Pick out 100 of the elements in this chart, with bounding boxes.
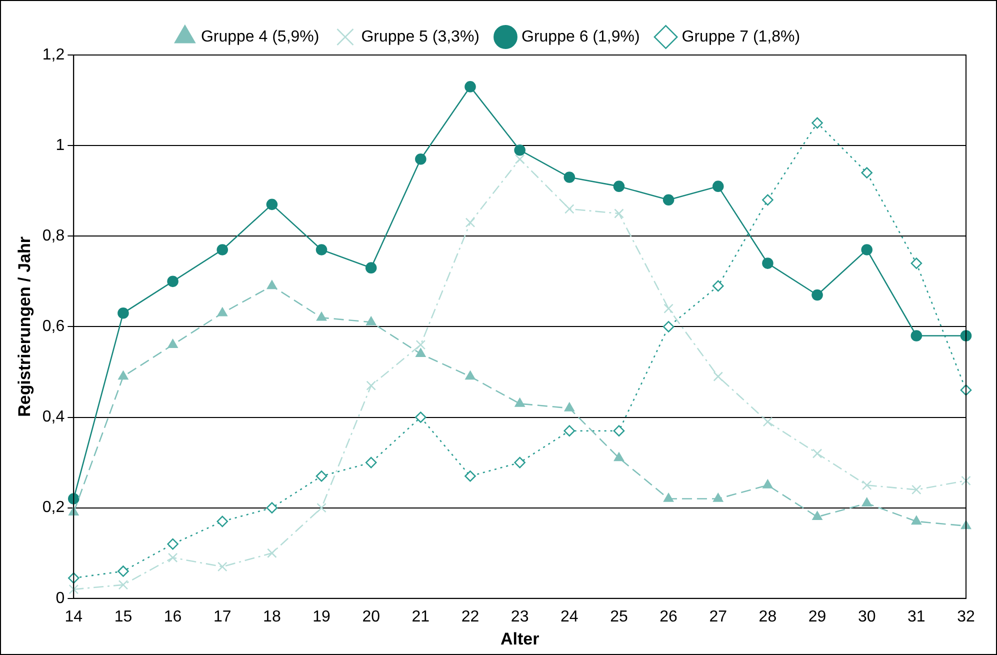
point — [812, 448, 822, 458]
point — [862, 498, 872, 506]
point — [465, 218, 476, 228]
y-tick-label: 0 — [56, 590, 65, 607]
point — [614, 452, 624, 462]
point — [216, 516, 228, 528]
point — [266, 280, 277, 290]
point — [713, 493, 724, 502]
point — [366, 316, 376, 326]
point — [961, 476, 971, 486]
legend-label: Gruppe 7 (1,8%) — [682, 28, 800, 46]
point — [415, 154, 426, 165]
point — [713, 372, 724, 382]
point — [960, 330, 972, 342]
point — [514, 398, 525, 407]
point — [762, 480, 773, 488]
point — [217, 562, 228, 572]
point — [664, 304, 674, 314]
point — [118, 307, 129, 319]
x-tick-label: 27 — [709, 608, 728, 626]
point — [514, 154, 525, 164]
x-tick-label: 19 — [312, 608, 331, 626]
x-tick-label: 26 — [660, 608, 678, 626]
point — [316, 312, 326, 321]
x-tick-label: 16 — [164, 608, 182, 626]
y-tick-label: 1,2 — [42, 46, 65, 64]
point — [316, 244, 328, 256]
point — [365, 262, 377, 274]
point — [168, 339, 178, 348]
point — [664, 493, 674, 502]
point — [564, 172, 576, 183]
point — [465, 370, 476, 380]
point — [514, 456, 526, 468]
y-tick-label: 0,8 — [42, 228, 65, 245]
point — [366, 380, 376, 390]
point — [168, 552, 178, 563]
point — [118, 580, 128, 590]
legend-label: Gruppe 4 (5,9%) — [200, 28, 320, 46]
point — [464, 81, 476, 92]
x-tick-label: 14 — [64, 608, 83, 626]
point — [911, 516, 922, 525]
point — [613, 425, 625, 436]
point — [812, 511, 822, 520]
point — [812, 289, 823, 301]
y-axis-title: Registrierungen / Jahr — [14, 236, 34, 417]
point — [416, 348, 426, 358]
x-tick-label: 23 — [510, 608, 529, 626]
point — [464, 470, 476, 482]
point — [316, 470, 328, 482]
point — [216, 244, 228, 256]
legend-label: Gruppe 6 (1,9%) — [522, 28, 640, 46]
point — [316, 502, 326, 513]
x-tick-label: 32 — [957, 608, 975, 626]
point — [564, 402, 574, 412]
point — [416, 340, 426, 350]
point — [910, 330, 922, 342]
point — [266, 198, 278, 210]
y-tick-label: 0,2 — [42, 499, 65, 516]
x-tick-label: 15 — [114, 608, 132, 626]
point — [812, 117, 823, 129]
point — [564, 204, 574, 214]
point — [861, 244, 872, 256]
point — [118, 566, 129, 577]
point — [762, 258, 774, 269]
point — [514, 144, 526, 156]
x-tick-label: 22 — [461, 608, 480, 626]
x-tick-label: 29 — [808, 608, 826, 626]
x-tick-label: 21 — [412, 608, 430, 626]
legend-label: Gruppe 5 (3,3%) — [361, 28, 480, 46]
x-tick-label: 24 — [560, 608, 578, 626]
y-tick-label: 0,4 — [42, 408, 65, 426]
point — [415, 412, 426, 423]
x-tick-label: 30 — [858, 608, 876, 626]
x-axis-title: Alter — [500, 629, 540, 648]
point — [564, 425, 576, 436]
point — [762, 194, 774, 206]
point — [912, 484, 922, 495]
x-tick-label: 20 — [362, 608, 380, 626]
point — [68, 584, 79, 594]
point — [712, 180, 724, 192]
point — [862, 480, 872, 490]
point — [613, 180, 625, 192]
point — [910, 258, 922, 269]
y-tick-label: 0,6 — [42, 318, 65, 336]
point — [217, 307, 228, 316]
y-tick-label: 1 — [56, 136, 65, 154]
x-tick-label: 31 — [908, 608, 926, 626]
point — [267, 548, 277, 558]
x-tick-label: 18 — [263, 608, 281, 626]
point — [118, 370, 128, 380]
point — [614, 208, 624, 218]
x-tick-label: 17 — [213, 608, 232, 626]
x-tick-label: 28 — [758, 608, 777, 626]
point — [365, 456, 377, 468]
point — [662, 321, 674, 332]
point — [861, 167, 872, 178]
point — [167, 538, 178, 550]
point — [167, 276, 178, 288]
point — [662, 194, 674, 206]
x-tick-label: 25 — [610, 608, 628, 626]
